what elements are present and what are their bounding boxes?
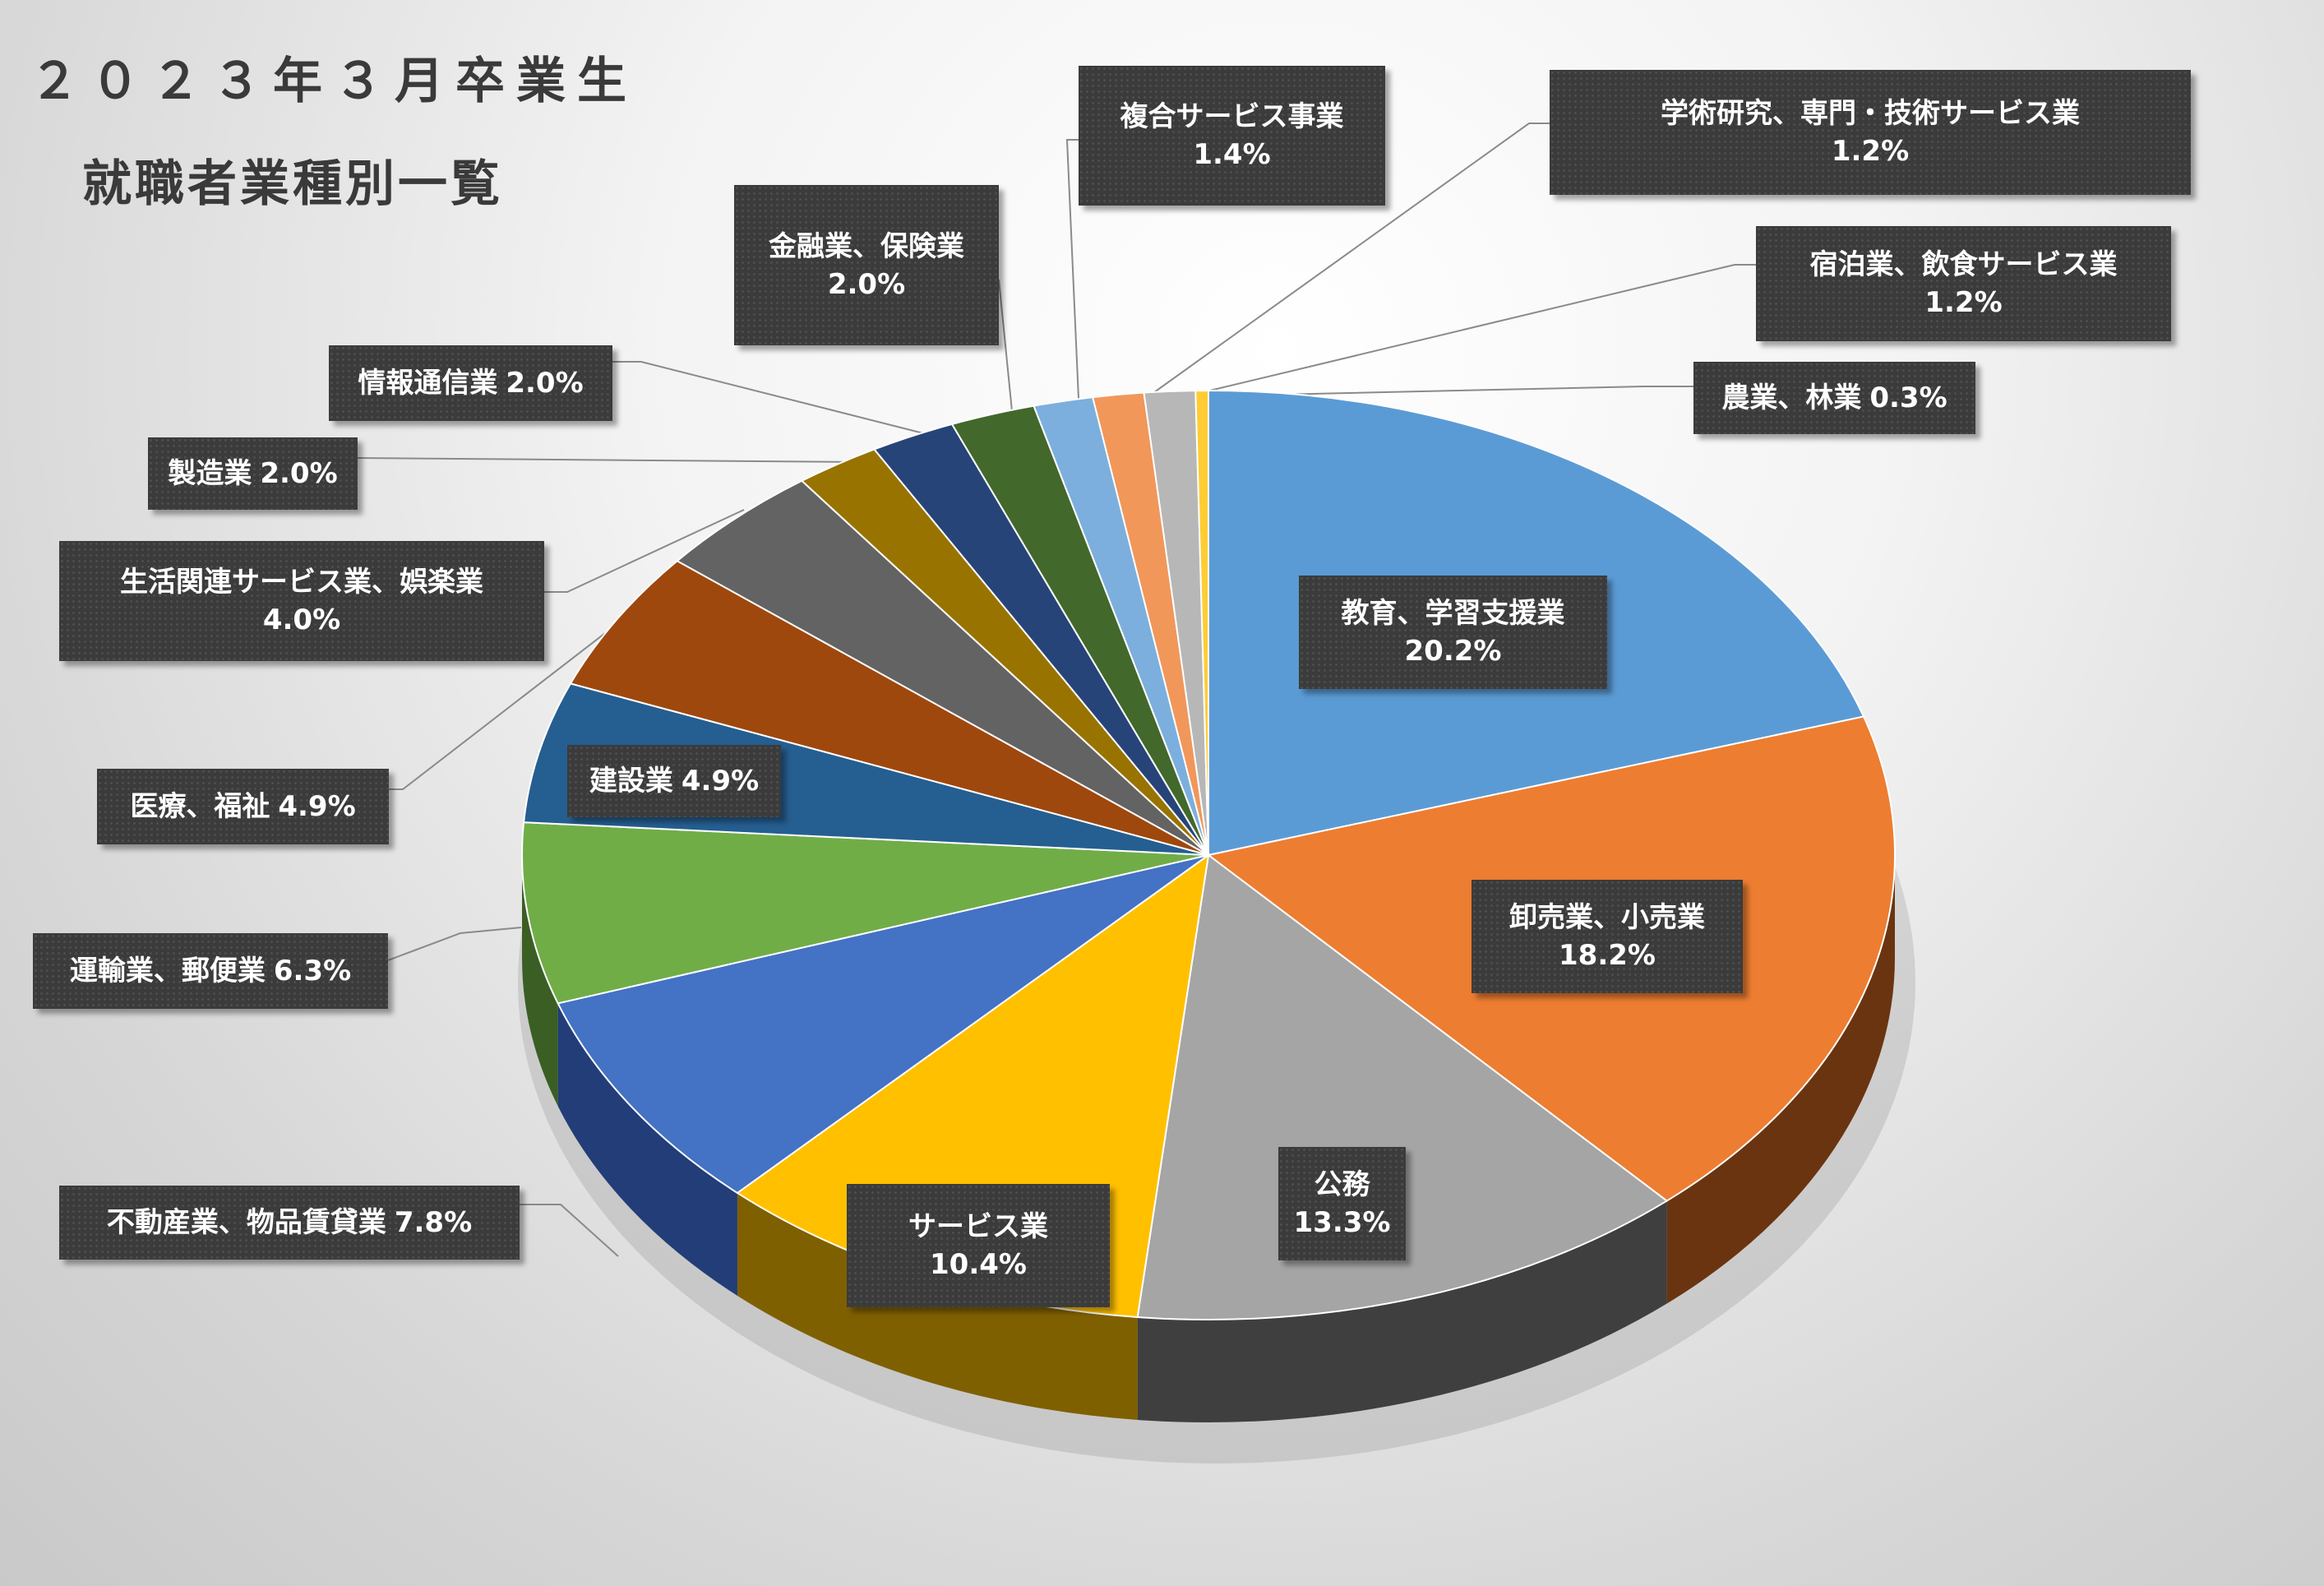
leader-line-9	[357, 457, 856, 463]
pie-side-2	[1137, 1200, 1667, 1423]
callout-line: 農業、林業 0.3%	[1721, 379, 1947, 417]
slice-label: サービス業	[908, 1210, 1048, 1243]
callout-5: 運輸業、郵便業 6.3%	[33, 933, 388, 1009]
pie-slice-8	[675, 479, 1209, 856]
pie-side-4	[557, 1003, 737, 1296]
slice-label: 建設業	[589, 765, 673, 798]
slice-label: 宿泊業、飲食サービス業	[1809, 248, 2118, 281]
callout-3: サービス業 10.4%	[847, 1184, 1110, 1307]
chart-title: ２０２３年３月卒業生	[30, 53, 638, 110]
pie-slice-4	[557, 854, 1209, 1195]
slice-label: 製造業	[168, 457, 252, 490]
callout-4: 不動産業、物品賃貸業 7.8%	[59, 1186, 520, 1260]
slice-value-label: 2.0%	[260, 457, 338, 490]
leader-line-13	[1175, 264, 1756, 400]
slice-value-label: 20.2%	[1404, 635, 1502, 668]
leader-lines	[357, 123, 1756, 1257]
slice-value-label: 0.3%	[1869, 381, 1947, 414]
callout-6: 建設業 4.9%	[567, 745, 781, 817]
slice-value-label: 18.2%	[1559, 939, 1656, 972]
callout-line: 建設業 4.9%	[589, 762, 759, 800]
pie-slice-15	[1194, 389, 1209, 856]
slice-value-label: 1.2%	[1924, 286, 2003, 319]
pie-side-5	[522, 855, 558, 1107]
callout-12: 複合サービス事業 1.4%	[1079, 66, 1385, 206]
slice-label: 不動産業、物品賃貸業	[106, 1206, 386, 1239]
callout-13: 宿泊業、飲食サービス業 1.2%	[1756, 226, 2171, 341]
slice-label: 医療、福祉	[130, 790, 270, 823]
leader-line-11	[998, 279, 1014, 420]
slice-label: 卸売業、小売業	[1509, 901, 1705, 934]
slice-value-label: 4.9%	[278, 790, 356, 823]
leader-line-10	[612, 361, 934, 437]
pie-slice-5	[521, 821, 1209, 1005]
slice-label: 教育、学習支援業	[1341, 597, 1565, 630]
slice-value-label: 13.3%	[1293, 1206, 1391, 1239]
callout-line: 製造業 2.0%	[168, 455, 337, 492]
slice-label: 情報通信業	[358, 367, 498, 400]
callout-7: 医療、福祉 4.9%	[97, 769, 389, 844]
slice-value-label: 4.9%	[681, 765, 760, 798]
slice-value-label: 1.4%	[1193, 138, 1271, 171]
leader-line-4	[520, 1204, 619, 1257]
slice-label: 生活関連サービス業、娯楽業	[120, 566, 483, 599]
callout-2: 公務 13.3%	[1278, 1147, 1406, 1260]
callout-14: 学術研究、専門・技術サービス業 1.2%	[1550, 70, 2191, 195]
slice-value-label: 7.8%	[394, 1206, 473, 1239]
callout-line: 不動産業、物品賃貸業 7.8%	[107, 1204, 472, 1242]
callout-line: 医療、福祉 4.9%	[130, 788, 355, 825]
slice-label: 運輸業、郵便業	[69, 955, 266, 987]
slice-value-label: 4.0%	[262, 603, 341, 636]
slice-value-label: 10.4%	[930, 1248, 1027, 1281]
leader-line-12	[1065, 139, 1079, 400]
leader-line-14	[1150, 123, 1550, 395]
leader-line-5	[387, 927, 522, 961]
callout-line: 運輸業、郵便業 6.3%	[70, 952, 351, 990]
callout-10: 情報通信業 2.0%	[329, 345, 612, 421]
slice-value-label: 6.3%	[273, 955, 352, 987]
callout-8: 生活関連サービス業、娯楽業 4.0%	[59, 541, 544, 661]
slice-value-label: 2.0%	[827, 267, 906, 301]
slice-label: 金融業、保険業	[769, 229, 964, 263]
slice-value-label: 1.2%	[1831, 135, 1910, 168]
pie-side-1	[1666, 855, 1895, 1304]
slice-label: 複合サービス事業	[1120, 100, 1344, 133]
slice-value-label: 2.0%	[506, 367, 584, 400]
pie-slice-2	[1136, 853, 1669, 1320]
leader-line-7	[389, 608, 638, 790]
callout-line: 情報通信業 2.0%	[358, 364, 583, 402]
callout-1: 卸売業、小売業 18.2%	[1472, 880, 1743, 993]
slice-label: 学術研究、専門・技術サービス業	[1661, 97, 2080, 130]
chart-subtitle: 就職者業種別一覧	[82, 155, 503, 213]
slice-label: 公務	[1314, 1168, 1370, 1201]
callout-9: 製造業 2.0%	[148, 437, 358, 510]
leader-line-15	[1199, 386, 1693, 397]
callout-11: 金融業、保険業 2.0%	[734, 185, 999, 345]
callout-15: 農業、林業 0.3%	[1693, 362, 1975, 434]
leader-line-8	[544, 509, 745, 593]
callout-0: 教育、学習支援業 20.2%	[1299, 576, 1607, 689]
pie-slice-7	[569, 560, 1209, 856]
slice-label: 農業、林業	[1721, 381, 1862, 414]
